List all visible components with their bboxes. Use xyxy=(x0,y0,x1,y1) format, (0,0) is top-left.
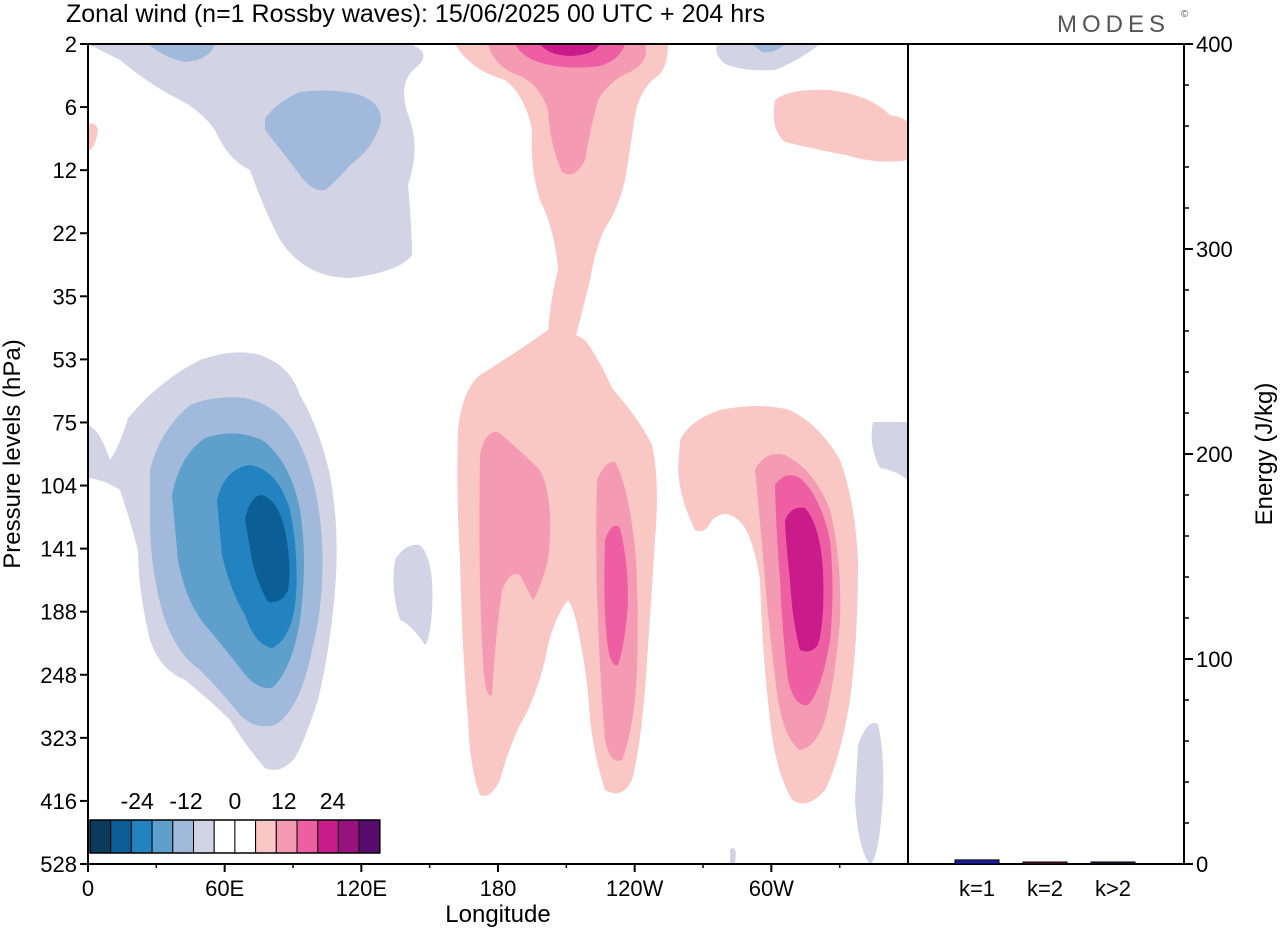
colorbar-swatch xyxy=(275,819,298,854)
x-tick-label: 180 xyxy=(480,876,517,901)
y-tick-label: 75 xyxy=(53,410,77,435)
positive-anomaly-troposphere xyxy=(225,330,858,864)
energy-tick-label: 0 xyxy=(1196,852,1208,877)
colorbar-swatch xyxy=(234,819,257,854)
colorbar-swatch xyxy=(213,819,236,854)
modes-logo: MODES © xyxy=(1057,9,1189,38)
colorbar: -24 -12 0 12 24 xyxy=(88,783,384,864)
x-tick-label: 120W xyxy=(606,876,664,901)
y-tick-label: 248 xyxy=(40,663,77,688)
colorbar-outline xyxy=(89,819,381,854)
y-tick-label: 188 xyxy=(40,600,77,625)
colorbar-tick-label: 24 xyxy=(320,788,346,814)
colorbar-swatch xyxy=(358,819,381,854)
colorbar-swatch xyxy=(130,819,153,854)
energy-tick-label: 100 xyxy=(1196,647,1233,672)
colorbar-swatch xyxy=(110,819,132,854)
energy-bar xyxy=(1022,861,1068,865)
colorbar-swatch xyxy=(296,819,319,854)
energy-axis-label: Energy (J/kg) xyxy=(1251,383,1278,526)
brand-name: MODES xyxy=(1057,11,1170,38)
energy-category-label: k>2 xyxy=(1095,876,1131,901)
energy-y-ticks: 0 100 200 300 400 xyxy=(1184,32,1233,877)
y-tick-label: 2 xyxy=(65,32,77,57)
colorbar-swatch xyxy=(255,819,277,854)
contour-field xyxy=(88,44,908,864)
y-tick-label: 12 xyxy=(53,158,77,183)
colorbar-swatch xyxy=(337,819,360,854)
y-tick-label: 141 xyxy=(40,537,77,562)
y-tick-label: 53 xyxy=(53,347,77,372)
colorbar-tick-label: -24 xyxy=(121,788,154,814)
x-axis-label: Longitude xyxy=(445,901,550,928)
y-tick-label: 104 xyxy=(40,474,77,499)
negative-anomaly-upper xyxy=(88,44,820,278)
y-axis-ticks: 2 6 12 22 35 53 75 104 141 188 248 323 416 528 xyxy=(40,32,88,877)
positive-anomaly-stratosphere xyxy=(88,44,908,342)
colorbar-swatch xyxy=(317,819,339,854)
colorbar-tick-label: 0 xyxy=(229,788,242,814)
energy-frame xyxy=(907,43,1185,865)
energy-panel: 0 100 200 300 400 k=1 k=2 k>2 Energy (J/kg) xyxy=(907,32,1278,901)
colorbar-swatch xyxy=(193,819,215,854)
x-tick-label: 60W xyxy=(749,876,794,901)
y-tick-label: 323 xyxy=(40,726,77,751)
negative-anomaly-core xyxy=(88,352,908,864)
x-tick-label: 0 xyxy=(82,876,94,901)
x-tick-label: 120E xyxy=(336,876,387,901)
energy-tick-label: 200 xyxy=(1196,442,1233,467)
colorbar-tick-label: 12 xyxy=(271,788,297,814)
y-tick-label: 22 xyxy=(53,221,77,246)
energy-bar xyxy=(1090,861,1136,865)
colorbar-swatch xyxy=(172,819,195,854)
energy-x-labels: k=1 k=2 k>2 xyxy=(959,876,1131,901)
colorbar-swatch xyxy=(151,819,174,854)
colorbar-tick-label: -12 xyxy=(169,788,202,814)
energy-tick-label: 400 xyxy=(1196,32,1233,57)
energy-tick-label: 300 xyxy=(1196,237,1233,262)
energy-bar xyxy=(954,859,1000,865)
y-axis-label: Pressure levels (hPa) xyxy=(0,339,26,568)
energy-bars xyxy=(954,859,1136,865)
y-tick-label: 35 xyxy=(53,284,77,309)
chart-title: Zonal wind (n=1 Rossby waves): 15/06/202… xyxy=(66,0,765,28)
x-axis-ticks: 0 60E 120E 180 120W 60W xyxy=(82,864,841,901)
y-tick-label: 528 xyxy=(40,852,77,877)
brand-mark: © xyxy=(1181,9,1189,20)
colorbar-swatch xyxy=(89,819,112,854)
energy-category-label: k=1 xyxy=(959,876,995,901)
energy-category-label: k=2 xyxy=(1027,876,1063,901)
contour-axes: 0 60E 120E 180 120W 60W 2 6 12 22 35 53 75 104 141 188… xyxy=(0,32,909,928)
x-tick-label: 60E xyxy=(205,876,244,901)
colorbar-tick-labels: -24 -12 0 12 24 xyxy=(121,788,346,814)
colorbar-swatches xyxy=(89,819,381,854)
y-tick-label: 416 xyxy=(40,789,77,814)
y-tick-label: 6 xyxy=(65,95,77,120)
